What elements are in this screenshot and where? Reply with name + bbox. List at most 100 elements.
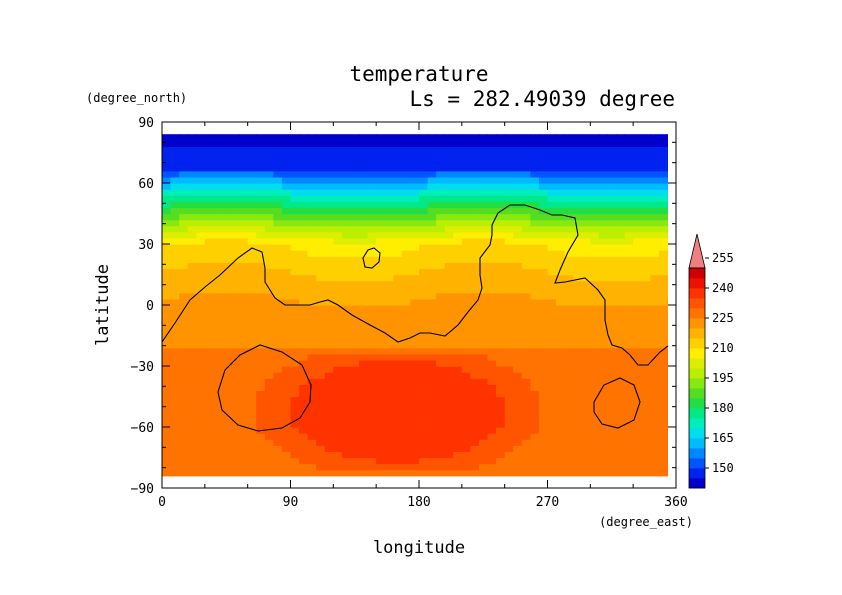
field-cell <box>170 152 180 160</box>
field-cell <box>573 292 583 300</box>
field-cell <box>496 420 506 428</box>
field-cell <box>658 427 668 434</box>
field-cell <box>607 433 617 440</box>
field-cell <box>607 268 617 276</box>
field-cell <box>521 256 531 263</box>
field-cell <box>547 390 557 398</box>
field-cell <box>538 231 549 239</box>
field-cell <box>204 170 214 178</box>
colorbar-label: 195 <box>712 371 734 385</box>
field-cell <box>624 280 634 288</box>
field-cell <box>376 372 386 379</box>
field-cell <box>376 366 386 373</box>
field-cell <box>530 274 540 282</box>
field-cell <box>573 298 583 306</box>
field-cell <box>239 408 249 416</box>
field-cell <box>256 164 266 172</box>
field-cell <box>307 280 317 288</box>
field-cell <box>667 390 668 398</box>
field-cell <box>419 414 429 422</box>
field-cell <box>401 140 412 147</box>
field-cell <box>393 390 403 398</box>
field-cell <box>196 219 206 227</box>
field-cell <box>213 317 223 324</box>
field-cell <box>316 390 326 398</box>
field-cell <box>367 237 377 245</box>
field-cell <box>556 402 566 410</box>
field-cell <box>547 378 557 385</box>
field-cell <box>453 280 463 288</box>
field-cell <box>487 298 497 306</box>
field-cell <box>530 244 540 251</box>
field-cell <box>496 189 506 196</box>
field-cell <box>264 298 274 306</box>
field-cell <box>256 176 266 184</box>
field-cell <box>367 274 377 282</box>
field-cell <box>359 353 369 361</box>
field-cell <box>641 183 651 190</box>
field-cell <box>564 140 574 147</box>
field-cell <box>461 219 471 227</box>
field-cell <box>427 298 437 306</box>
field-cell <box>487 292 497 300</box>
field-cell <box>290 445 300 452</box>
field-cell <box>384 237 394 245</box>
field-cell <box>316 353 326 361</box>
field-cell <box>633 311 643 318</box>
colorbar-label: 255 <box>712 251 734 265</box>
field-cell <box>496 164 506 172</box>
field-cell <box>367 201 377 208</box>
field-cell <box>290 372 300 379</box>
field-cell <box>453 298 463 306</box>
field-cell <box>667 384 668 391</box>
field-cell <box>419 250 429 257</box>
field-cell <box>273 463 283 471</box>
field-cell <box>581 256 591 263</box>
field-cell <box>633 201 643 208</box>
field-cell <box>204 256 214 263</box>
field-cell <box>341 390 352 398</box>
field-cell <box>187 274 197 282</box>
field-cell <box>573 384 583 391</box>
field-cell <box>624 146 634 154</box>
field-cell <box>556 158 566 166</box>
field-cell <box>393 341 403 349</box>
field-cell <box>273 445 283 452</box>
field-cell <box>247 213 257 221</box>
field-cell <box>256 323 266 330</box>
field-cell <box>496 402 506 410</box>
field-cell <box>256 201 266 208</box>
field-cell <box>504 231 514 239</box>
field-cell <box>281 225 292 233</box>
field-cell <box>461 170 471 178</box>
field-cell <box>333 231 343 239</box>
field-cell <box>204 164 214 172</box>
field-cell <box>564 396 574 404</box>
field-cell <box>658 433 668 440</box>
field-cell <box>504 445 514 452</box>
field-cell <box>641 414 651 422</box>
field-cell <box>410 408 420 416</box>
colorbar-swatch <box>689 288 705 299</box>
field-cell <box>316 366 326 373</box>
field-cell <box>573 414 583 422</box>
field-cell <box>196 445 206 452</box>
field-cell <box>581 183 591 190</box>
field-cell <box>641 280 651 288</box>
field-cell <box>273 420 283 428</box>
field-cell <box>590 280 600 288</box>
field-cell <box>616 219 626 227</box>
field-cell <box>376 225 386 233</box>
field-cell <box>281 378 292 385</box>
field-cell <box>350 280 360 288</box>
field-cell <box>616 335 626 343</box>
field-cell <box>273 146 283 154</box>
field-cell <box>616 372 626 379</box>
field-cell <box>641 231 651 239</box>
field-cell <box>384 152 394 160</box>
field-cell <box>359 402 369 410</box>
field-cell <box>179 219 189 227</box>
field-cell <box>367 158 377 166</box>
field-cell <box>487 353 497 361</box>
field-cell <box>538 244 549 251</box>
